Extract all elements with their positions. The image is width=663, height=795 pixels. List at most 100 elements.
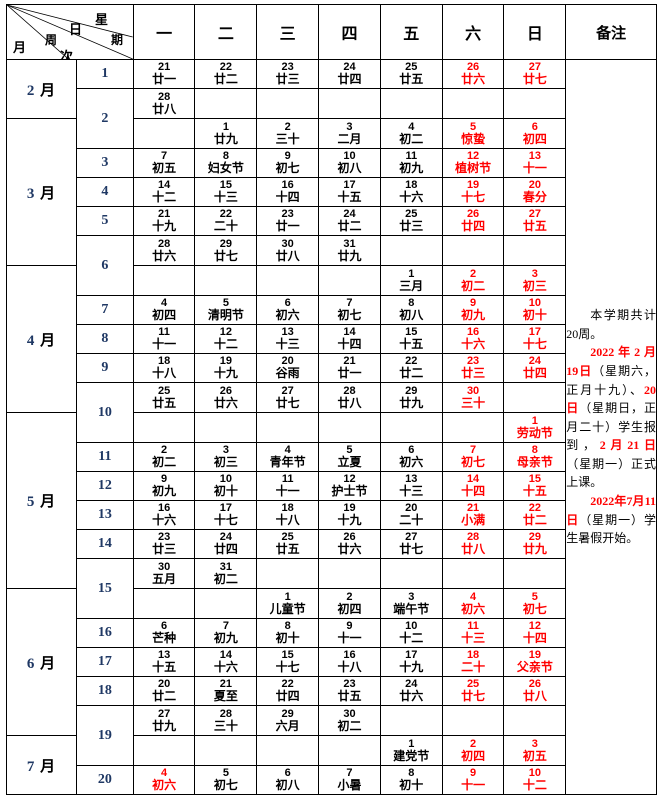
day-cell: 23 廿三 — [441, 353, 505, 383]
day-cell: 26 廿八 — [503, 676, 567, 706]
day-number: 12 — [528, 620, 541, 633]
day-number: 9 — [284, 150, 291, 163]
day-lunar-or-festival: 初九 — [461, 308, 486, 323]
day-cell: 2 初四 — [318, 588, 381, 619]
day-lunar-or-festival: 初七 — [213, 778, 238, 793]
day-lunar-or-festival: 二月 — [337, 131, 362, 146]
day-number: 22 — [405, 355, 418, 368]
day-number: 20 — [281, 355, 294, 368]
note-date-feb21: 2月21日 — [599, 438, 656, 453]
day-lunar-or-festival: 十四 — [337, 337, 362, 352]
month-cell: 6 月 — [5, 588, 78, 736]
day-lunar-or-festival: 二十 — [399, 513, 424, 528]
month-cell: 7 月 — [5, 735, 78, 795]
week-row: 6 28 廿六 29 廿七 30 廿八 31 廿九 — [7, 235, 657, 296]
day-lunar-or-festival: 谷雨 — [275, 366, 300, 381]
day-number: 21 — [466, 502, 480, 515]
day-lunar-or-festival: 初二 — [213, 571, 238, 586]
day-lunar-or-festival: 初二 — [461, 278, 486, 293]
day-cell: 3 初三 — [503, 265, 567, 296]
day-cell: 19 十九 — [194, 353, 258, 383]
week-number-cell: 11 — [76, 442, 134, 472]
day-number: 12 — [466, 150, 480, 163]
day-lunar-or-festival: 廿五 — [337, 689, 362, 704]
day-cell: 10 初十 — [503, 295, 567, 325]
month-cell: 3 月 — [5, 118, 78, 266]
day-number: 13 — [528, 150, 541, 163]
day-lunar-or-festival: 廿三 — [399, 219, 424, 234]
day-cell: 15 十七 — [256, 647, 320, 677]
week-number-cell: 17 — [76, 647, 134, 677]
day-number: 8 — [222, 150, 229, 163]
day-cell: 8 初十 — [379, 765, 443, 795]
day-cell: 8 初十 — [256, 618, 320, 648]
week-number-cell: 19 — [76, 705, 134, 766]
day-cell: 23 廿三 — [256, 59, 320, 89]
day-cell: 20 谷雨 — [256, 353, 320, 383]
day-number: 4 — [284, 444, 291, 457]
day-cell: 6 芒种 — [132, 618, 196, 648]
day-lunar-or-festival: 初十 — [275, 631, 300, 646]
month-number: 4 — [26, 332, 36, 349]
month-char: 月 — [35, 758, 57, 775]
day-number: 11 — [158, 326, 170, 339]
day-number: 26 — [528, 678, 541, 691]
day-lunar-or-festival: 十六 — [399, 190, 424, 205]
day-number: 20 — [528, 179, 541, 192]
day-cell: 23 廿五 — [318, 676, 381, 706]
day-lunar-or-festival: 廿七 — [275, 395, 300, 410]
day-number: 6 — [531, 120, 538, 133]
header-dow-sat: 六 — [441, 4, 505, 60]
week-number-cell: 12 — [76, 471, 134, 501]
week-row: 20 4 初六 5 初七 6 初八 7 小暑 8 初十 9 十一 10 十二 — [7, 765, 657, 795]
day-number: 21 — [219, 678, 232, 691]
day-number: 9 — [470, 297, 477, 310]
day-lunar-or-festival: 十五 — [337, 190, 362, 205]
header-dow-thu: 四 — [318, 4, 381, 60]
day-lunar-or-festival: 初七 — [337, 308, 362, 323]
day-number: 21 — [343, 355, 356, 368]
day-number: 2 — [346, 590, 353, 603]
month-char: 月 — [35, 185, 57, 202]
day-cell: 14 十四 — [441, 471, 505, 501]
day-cell-empty — [132, 118, 196, 149]
day-number: 5 — [222, 297, 229, 310]
day-number: 19 — [528, 649, 541, 662]
day-cell: 5 惊蛰 — [441, 118, 505, 149]
day-number: 25 — [405, 61, 418, 74]
day-lunar-or-festival: 春分 — [522, 190, 547, 205]
day-lunar-or-festival: 廿二 — [213, 72, 238, 87]
day-cell: 24 廿四 — [194, 529, 258, 559]
day-number: 19 — [219, 355, 232, 368]
day-number: 17 — [528, 326, 541, 339]
week-number-cell: 14 — [76, 529, 134, 559]
day-lunar-or-festival: 十四 — [522, 631, 547, 646]
month-number: 7 — [26, 758, 36, 775]
day-cell: 7 初五 — [132, 148, 196, 178]
day-lunar-or-festival: 十二 — [213, 337, 238, 352]
day-cell: 9 十一 — [318, 618, 381, 648]
week-number-cell: 20 — [76, 765, 134, 795]
day-cell: 28 廿八 — [318, 382, 381, 413]
day-number: 23 — [281, 208, 294, 221]
header-dow-sun: 日 — [503, 4, 567, 60]
day-lunar-or-festival: 十九 — [213, 366, 238, 381]
day-number: 16 — [281, 179, 294, 192]
day-lunar-or-festival: 十五 — [522, 484, 547, 499]
day-number: 16 — [157, 502, 171, 515]
week-row: 16 6 芒种 7 初九 8 初十 9 十一 10 十二 11 十三 12 十四 — [7, 618, 657, 648]
note-paragraph-registration: 2022年2月19日（星期六，正月十九）、20日（星期日，正月二十）学生报到，2… — [567, 343, 656, 492]
day-lunar-or-festival: 廿九 — [337, 248, 362, 263]
day-number: 14 — [219, 649, 232, 662]
week-row: 3 7 初五 8 妇女节 9 初七 10 初八 11 初九 12 植树节 13 十一 — [7, 148, 657, 178]
day-lunar-or-festival: 劳动节 — [516, 425, 553, 440]
header-dow-mon: 一 — [132, 4, 196, 60]
day-lunar-or-festival: 廿七 — [461, 689, 486, 704]
day-number: 28 — [157, 90, 171, 103]
day-cell: 22 廿二 — [503, 500, 567, 530]
day-cell: 30 五月 — [132, 558, 196, 589]
day-lunar-or-festival: 廿九 — [213, 131, 238, 146]
day-lunar-or-festival: 十九 — [337, 513, 362, 528]
day-lunar-or-festival: 十一 — [461, 778, 486, 793]
